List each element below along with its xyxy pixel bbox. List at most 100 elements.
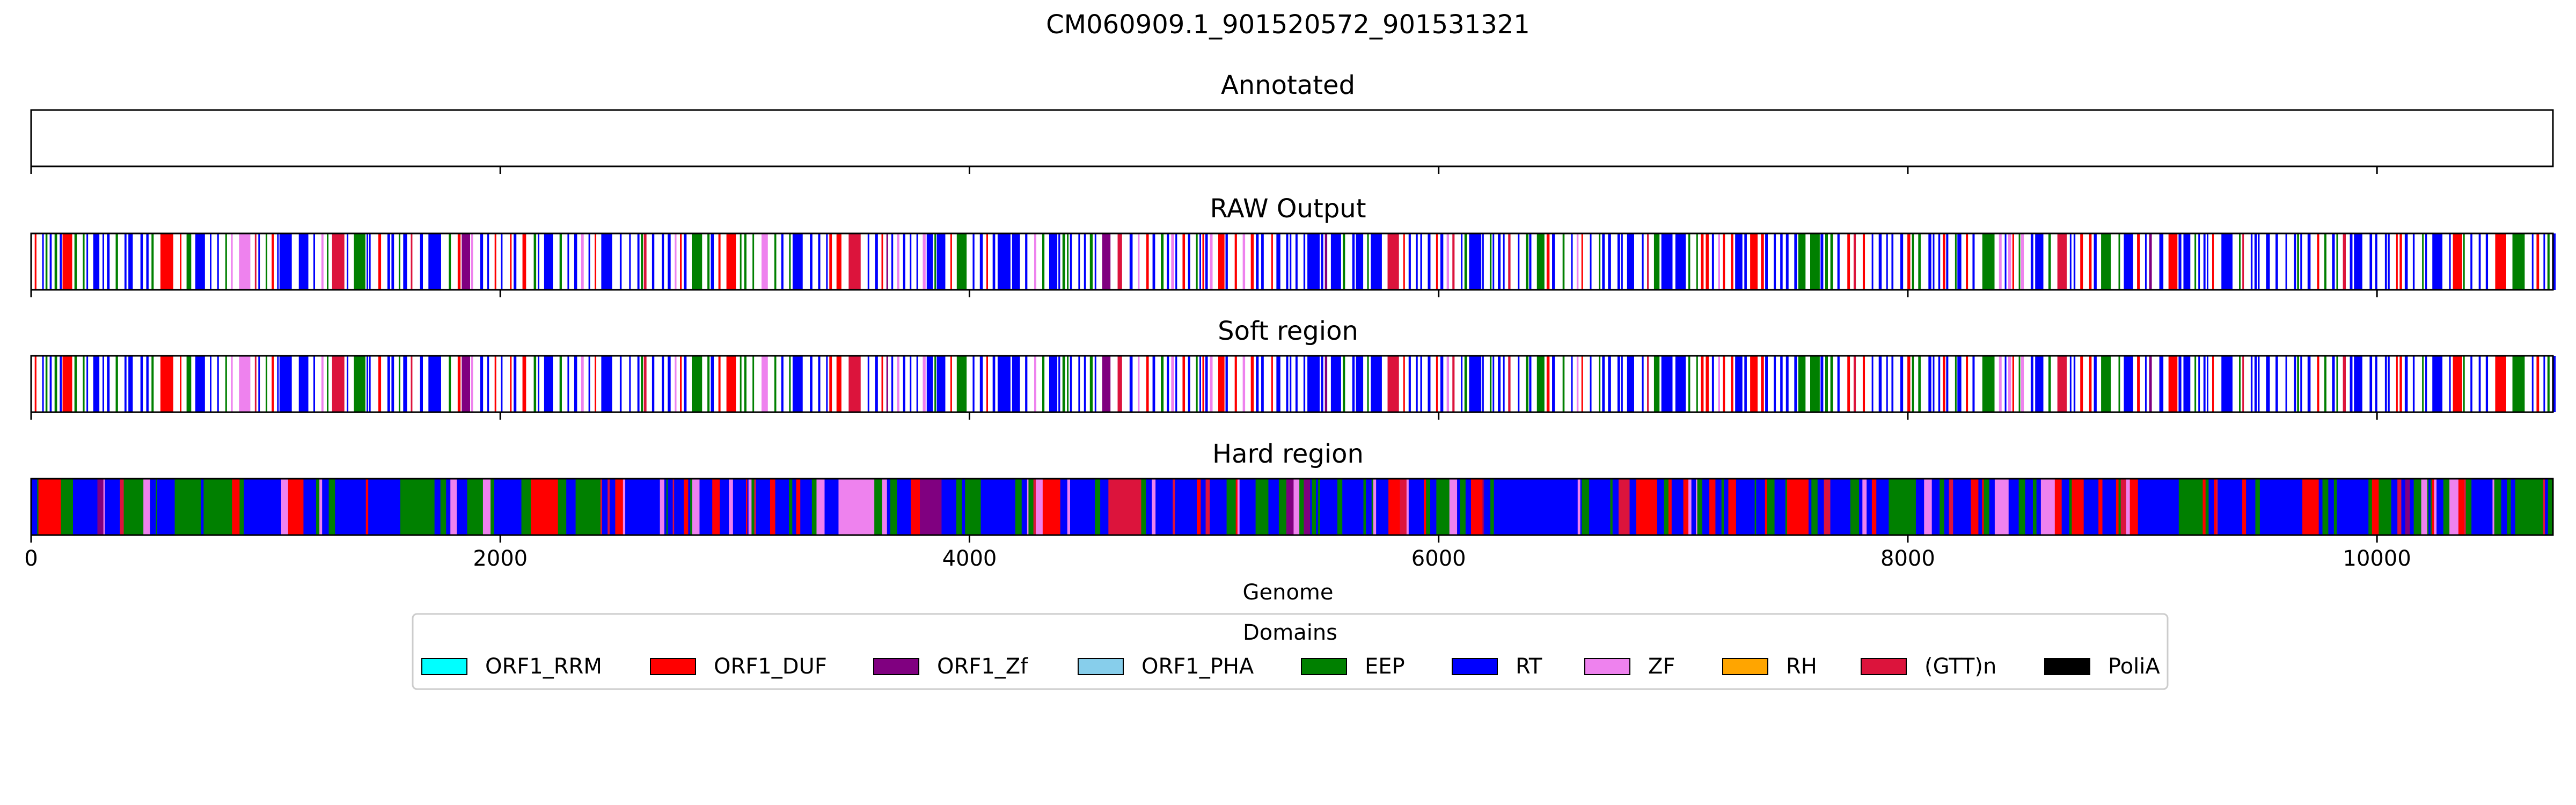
domain-mark — [124, 356, 127, 412]
domain-mark — [2285, 233, 2287, 290]
domain-mark — [1100, 479, 1106, 535]
domain-mark — [2384, 479, 2392, 535]
domain-mark — [2495, 356, 2506, 412]
domain-mark — [923, 233, 926, 290]
domain-mark — [1321, 356, 1323, 412]
domain-mark — [1416, 356, 1418, 412]
domain-mark — [1955, 356, 1957, 412]
domain-mark — [1444, 479, 1450, 535]
domain-mark — [903, 233, 905, 290]
domain-mark — [897, 233, 899, 290]
legend-label: ORF1_PHA — [1141, 654, 1254, 679]
domain-mark — [1199, 233, 1201, 290]
domain-mark — [1744, 233, 1747, 290]
domain-mark — [83, 356, 85, 412]
domain-mark — [1900, 356, 1904, 412]
domain-mark — [1735, 233, 1743, 290]
domain-mark — [2464, 479, 2467, 535]
domain-mark — [1723, 356, 1725, 412]
domain-mark — [391, 356, 394, 412]
domain-mark — [1245, 479, 1253, 535]
domain-mark — [829, 233, 832, 290]
domain-mark — [1356, 356, 1364, 412]
x-tick-label: 8000 — [1880, 546, 1935, 571]
domain-mark — [1774, 233, 1776, 290]
domain-mark — [2030, 356, 2033, 412]
domain-mark — [178, 479, 185, 535]
panel-title: Soft region — [1218, 316, 1358, 346]
domain-mark — [54, 233, 57, 290]
domain-mark — [1152, 233, 1155, 290]
domain-mark — [1978, 479, 1982, 535]
domain-mark — [746, 479, 748, 535]
domain-mark — [1957, 233, 1962, 290]
domain-mark — [210, 356, 212, 412]
domain-mark — [231, 233, 233, 290]
domain-mark — [747, 479, 749, 535]
domain-mark — [979, 356, 983, 412]
domain-mark — [1108, 479, 1142, 535]
domain-mark — [201, 479, 204, 535]
domain-mark — [2218, 479, 2223, 535]
domain-mark — [1780, 356, 1783, 412]
domain-mark — [2085, 479, 2089, 535]
domain-mark — [34, 356, 36, 412]
domain-mark — [1785, 233, 1789, 290]
domain-mark — [2379, 479, 2385, 535]
domain-mark — [1035, 479, 1043, 535]
legend-swatch — [1584, 658, 1630, 675]
domain-mark — [1721, 479, 1724, 535]
domain-mark — [2242, 479, 2246, 535]
domain-mark — [2223, 479, 2230, 535]
domain-mark — [2350, 356, 2353, 412]
domain-mark — [615, 479, 624, 535]
domain-mark — [2069, 356, 2072, 412]
domain-mark — [1078, 233, 1080, 290]
domain-mark — [2307, 356, 2311, 412]
domain-mark — [1518, 356, 1520, 412]
domain-mark — [487, 233, 489, 290]
domain-mark — [1403, 356, 1405, 412]
domain-mark — [2543, 233, 2545, 290]
domain-mark — [2333, 479, 2337, 535]
domain-mark — [42, 233, 44, 290]
domain-mark — [718, 356, 721, 412]
domain-mark — [567, 233, 569, 290]
domain-mark — [675, 356, 677, 412]
domain-mark — [1428, 356, 1431, 412]
domain-mark — [559, 233, 562, 290]
domain-mark — [2397, 479, 2402, 535]
domain-mark — [886, 356, 888, 412]
domain-mark — [1912, 356, 1914, 412]
domain-mark — [2463, 356, 2465, 412]
domain-mark — [1416, 233, 1418, 290]
domain-mark — [355, 479, 360, 535]
domain-mark — [1469, 356, 1482, 412]
domain-mark — [1627, 233, 1634, 290]
domain-mark — [1387, 356, 1399, 412]
domain-mark — [1436, 356, 1438, 412]
domain-mark — [956, 479, 963, 535]
domain-mark — [1503, 233, 1505, 290]
domain-mark — [662, 356, 664, 412]
domain-mark — [1820, 356, 1824, 412]
domain-mark — [184, 479, 188, 535]
domain-mark — [2372, 479, 2379, 535]
domain-mark — [428, 356, 441, 412]
domain-mark — [1642, 233, 1644, 290]
domain-mark — [544, 356, 553, 412]
domain-mark — [1999, 233, 2002, 290]
domain-mark — [1946, 356, 1949, 412]
domain-mark — [1989, 479, 1995, 535]
domain-mark — [1420, 356, 1422, 412]
domain-mark — [972, 356, 975, 412]
domain-mark — [595, 356, 597, 412]
domain-mark — [2470, 233, 2472, 290]
domain-mark — [2040, 479, 2048, 535]
domain-mark — [1536, 233, 1545, 290]
domain-mark — [449, 233, 451, 290]
domain-mark — [1076, 479, 1084, 535]
domain-mark — [2184, 479, 2191, 535]
domain-mark — [1802, 479, 1809, 535]
domain-mark — [533, 356, 537, 412]
